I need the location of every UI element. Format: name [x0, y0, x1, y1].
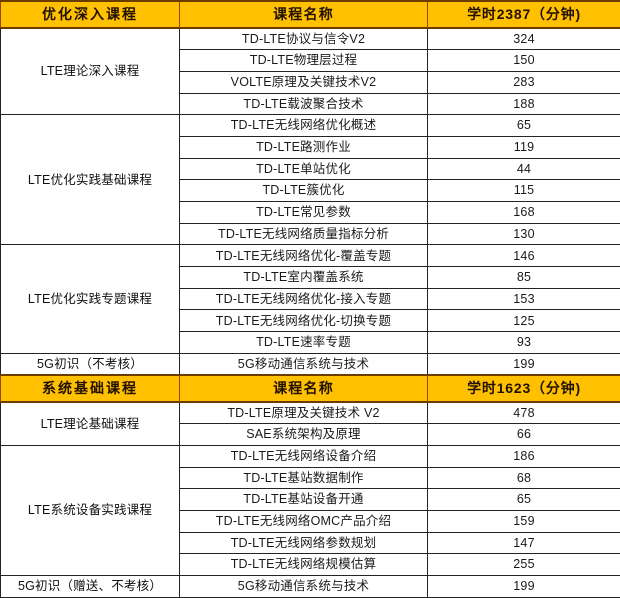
course-name-cell: TD-LTE无线网络质量指标分析	[180, 223, 428, 245]
course-name-cell: TD-LTE无线网络参数规划	[180, 532, 428, 554]
course-name-cell: TD-LTE常见参数	[180, 202, 428, 224]
section-header-row: 系统基础课程课程名称学时1623（分钟)	[1, 375, 620, 402]
course-group-label: LTE理论深入课程	[1, 28, 180, 115]
course-minutes-cell: 199	[428, 353, 620, 375]
course-name-cell: TD-LTE无线网络设备介绍	[180, 445, 428, 467]
course-name-cell: TD-LTE单站优化	[180, 158, 428, 180]
course-minutes-cell: 85	[428, 267, 620, 289]
course-minutes-cell: 168	[428, 202, 620, 224]
section-header-course-name-label: 课程名称	[180, 375, 428, 402]
course-name-cell: TD-LTE原理及关键技术 V2	[180, 402, 428, 424]
course-name-cell: TD-LTE基站数据制作	[180, 467, 428, 489]
course-minutes-cell: 119	[428, 136, 620, 158]
course-minutes-cell: 65	[428, 489, 620, 511]
section-header-group-label: 系统基础课程	[1, 375, 180, 402]
course-name-cell: 5G移动通信系统与技术	[180, 576, 428, 598]
course-name-cell: TD-LTE无线网络优化-覆盖专题	[180, 245, 428, 267]
course-name-cell: TD-LTE无线网络优化概述	[180, 115, 428, 137]
section-header-group-label: 优化深入课程	[1, 1, 180, 28]
course-name-cell: TD-LTE物理层过程	[180, 50, 428, 72]
course-group-label: LTE理论基础课程	[1, 402, 180, 445]
course-name-cell: TD-LTE基站设备开通	[180, 489, 428, 511]
course-minutes-cell: 188	[428, 93, 620, 115]
course-minutes-cell: 130	[428, 223, 620, 245]
course-minutes-cell: 186	[428, 445, 620, 467]
course-name-cell: TD-LTE协议与信令V2	[180, 28, 428, 50]
course-minutes-cell: 159	[428, 510, 620, 532]
course-minutes-cell: 93	[428, 332, 620, 354]
course-name-cell: TD-LTE无线网络优化-切换专题	[180, 310, 428, 332]
course-name-cell: TD-LTE无线网络规模估算	[180, 554, 428, 576]
course-minutes-cell: 68	[428, 467, 620, 489]
section-header-hours-label: 学时2387（分钟)	[428, 1, 620, 28]
course-name-cell: TD-LTE载波聚合技术	[180, 93, 428, 115]
course-minutes-cell: 65	[428, 115, 620, 137]
course-name-cell: TD-LTE路测作业	[180, 136, 428, 158]
section-header-course-name-label: 课程名称	[180, 1, 428, 28]
course-minutes-cell: 478	[428, 402, 620, 424]
course-group-label: 5G初识（赠送、不考核）	[1, 576, 180, 598]
course-name-cell: TD-LTE无线网络OMC产品介绍	[180, 510, 428, 532]
course-minutes-cell: 255	[428, 554, 620, 576]
course-minutes-cell: 115	[428, 180, 620, 202]
course-name-cell: VOLTE原理及关键技术V2	[180, 71, 428, 93]
course-minutes-cell: 125	[428, 310, 620, 332]
course-minutes-cell: 150	[428, 50, 620, 72]
course-name-cell: TD-LTE室内覆盖系统	[180, 267, 428, 289]
course-group-label: LTE优化实践基础课程	[1, 115, 180, 245]
course-name-cell: TD-LTE速率专题	[180, 332, 428, 354]
section-header-hours-label: 学时1623（分钟)	[428, 375, 620, 402]
course-group-label: LTE系统设备实践课程	[1, 445, 180, 575]
course-minutes-cell: 44	[428, 158, 620, 180]
course-minutes-cell: 199	[428, 576, 620, 598]
course-minutes-cell: 324	[428, 28, 620, 50]
course-name-cell: TD-LTE无线网络优化-接入专题	[180, 288, 428, 310]
course-name-cell: TD-LTE簇优化	[180, 180, 428, 202]
course-minutes-cell: 283	[428, 71, 620, 93]
course-name-cell: 5G移动通信系统与技术	[180, 353, 428, 375]
course-group-label: LTE优化实践专题课程	[1, 245, 180, 353]
course-minutes-cell: 153	[428, 288, 620, 310]
course-name-cell: SAE系统架构及原理	[180, 424, 428, 446]
section-header-row: 优化深入课程课程名称学时2387（分钟)	[1, 1, 620, 28]
course-minutes-cell: 146	[428, 245, 620, 267]
course-group-label: 5G初识（不考核）	[1, 353, 180, 375]
course-minutes-cell: 66	[428, 424, 620, 446]
course-minutes-cell: 147	[428, 532, 620, 554]
